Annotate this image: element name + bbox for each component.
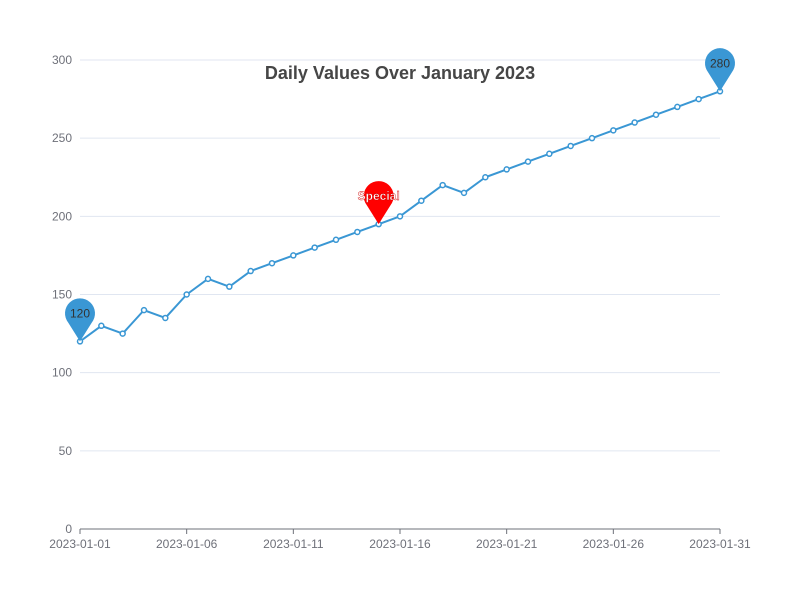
data-point [98,322,105,330]
data-point [674,103,681,111]
x-tick-label: 2023-01-16 [369,537,431,551]
pin-marker: 120 [64,298,95,342]
y-tick-label: 100 [52,366,72,380]
data-point [546,150,553,158]
data-point [460,189,468,197]
y-tick-label: 300 [52,53,72,67]
chart-title: Daily Values Over January 2023 [265,63,535,83]
data-point [140,306,148,314]
x-tick-label: 2023-01-06 [156,537,218,551]
data-point [439,181,446,189]
data-point [396,213,404,220]
data-point [268,259,276,267]
data-point [204,275,212,283]
data-point [332,236,340,244]
data-point [610,127,617,134]
data-point [482,174,489,181]
pin-label: 120 [70,306,90,320]
data-point [247,267,254,275]
y-tick-label: 250 [52,131,72,145]
pin-shape [705,48,735,92]
pin-label: Special [358,189,400,203]
data-point [226,283,233,290]
pin-shape [363,181,394,225]
data-point [652,111,660,118]
pin-label: 280 [710,56,730,70]
data-point [354,228,361,236]
data-point [631,119,638,126]
data-point [311,244,318,251]
data-points [76,88,724,345]
pin-shape [64,298,95,342]
y-tick-label: 50 [59,444,73,458]
data-point [183,291,190,298]
y-tick-label: 200 [52,209,72,223]
data-point [503,166,510,173]
pin-marker: Special [357,181,400,225]
y-tick-label: 150 [52,288,72,302]
data-point [524,158,532,165]
x-tick-label: 2023-01-01 [49,537,111,551]
x-tick-label: 2023-01-11 [263,537,324,551]
pin-markers: 120 Special 280 [64,48,735,342]
pin-marker: 280 [705,48,735,92]
x-tick-label: 2023-01-26 [583,537,645,551]
x-tick-label: 2023-01-31 [689,537,751,551]
data-point [567,142,574,150]
data-point [695,95,702,103]
y-tick-label: 0 [65,522,72,536]
data-point [588,134,596,142]
data-point [119,330,126,337]
x-tick-label: 2023-01-21 [476,537,538,551]
data-point [418,197,425,204]
axes: 0 50 100 150 200 250 300 2023-01-01 2023-01-06 20… [49,53,751,551]
data-point [162,314,169,322]
data-point [290,252,297,259]
grid-lines [80,59,720,452]
